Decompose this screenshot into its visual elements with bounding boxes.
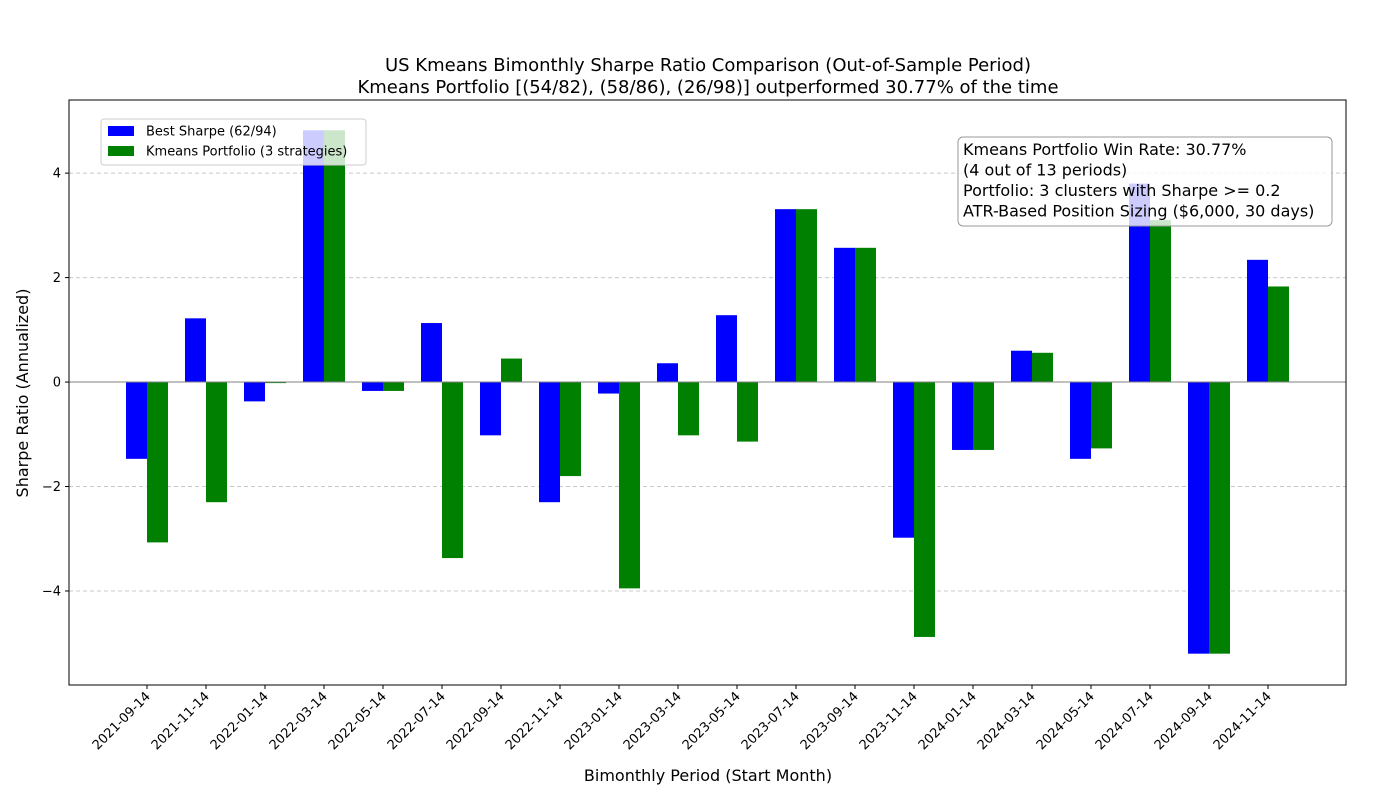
x-tick-label: 2023-01-14 bbox=[562, 689, 626, 753]
x-tick-label: 2024-05-14 bbox=[1034, 689, 1098, 753]
bar-series-1 bbox=[480, 382, 501, 436]
bar-series-2 bbox=[206, 382, 227, 503]
x-tick-label: 2022-07-14 bbox=[385, 689, 449, 753]
bar-series-1 bbox=[1129, 183, 1150, 383]
legend: Best Sharpe (62/94) Kmeans Portfolio (3 s… bbox=[100, 118, 367, 166]
x-tick-label: 2022-11-14 bbox=[503, 689, 567, 753]
bar-series-1 bbox=[1247, 259, 1268, 383]
bar-series-1 bbox=[362, 382, 383, 391]
bar-series-1 bbox=[126, 382, 147, 459]
legend-swatch bbox=[108, 126, 134, 136]
x-tick-label: 2022-09-14 bbox=[444, 689, 508, 753]
bar-series-2 bbox=[147, 382, 168, 543]
x-tick-label: 2022-03-14 bbox=[267, 689, 331, 753]
plot-frame bbox=[68, 99, 1347, 686]
bars bbox=[126, 130, 1289, 654]
bar-series-2 bbox=[265, 382, 286, 384]
bar-series-1 bbox=[893, 382, 914, 538]
bar-series-2 bbox=[678, 382, 699, 436]
annotation-line: (4 out of 13 periods) bbox=[963, 161, 1127, 180]
y-tick-label: 2 bbox=[53, 271, 61, 286]
x-tick-label: 2022-01-14 bbox=[208, 689, 272, 753]
x-tick-label: 2023-03-14 bbox=[621, 689, 685, 753]
x-tick-label: 2023-07-14 bbox=[739, 689, 803, 753]
legend-label: Kmeans Portfolio (3 strategies) bbox=[146, 145, 347, 160]
bar-series-2 bbox=[619, 382, 640, 589]
x-tick-label: 2024-07-14 bbox=[1093, 689, 1157, 753]
bar-series-2 bbox=[442, 382, 463, 559]
x-tick-label: 2024-03-14 bbox=[975, 689, 1039, 753]
bar-series-2 bbox=[501, 358, 522, 383]
x-tick-label: 2021-09-14 bbox=[90, 689, 154, 753]
bar-series-2 bbox=[973, 382, 994, 450]
x-tick-label: 2023-05-14 bbox=[680, 689, 744, 753]
legend-swatch bbox=[108, 146, 134, 156]
bar-series-1 bbox=[716, 315, 737, 383]
bar-series-2 bbox=[796, 209, 817, 383]
bar-series-1 bbox=[1070, 382, 1091, 459]
annotation-frame bbox=[957, 136, 1333, 227]
y-tick-label: 0 bbox=[53, 376, 61, 391]
y-axis-label: Sharpe Ratio (Annualized) bbox=[13, 289, 32, 498]
bar-series-1 bbox=[539, 382, 560, 503]
bar-series-1 bbox=[598, 382, 619, 394]
bar-series-2 bbox=[560, 382, 581, 477]
legend-box bbox=[100, 118, 367, 166]
chart-title: US Kmeans Bimonthly Sharpe Ratio Compari… bbox=[385, 55, 1031, 76]
bar-series-1 bbox=[834, 247, 855, 383]
bar-series-1 bbox=[1188, 382, 1209, 654]
bar-series-1 bbox=[303, 130, 324, 383]
bar-series-1 bbox=[244, 382, 265, 402]
annotation-line: Portfolio: 3 clusters with Sharpe >= 0.2 bbox=[963, 181, 1281, 200]
bar-series-2 bbox=[855, 247, 876, 383]
bar-series-2 bbox=[383, 382, 404, 391]
y-tick-label: 4 bbox=[53, 167, 61, 182]
bar-series-2 bbox=[1268, 286, 1289, 383]
bar-series-1 bbox=[657, 363, 678, 383]
legend-label: Best Sharpe (62/94) bbox=[146, 125, 277, 140]
annotation-line: ATR-Based Position Sizing ($6,000, 30 da… bbox=[963, 202, 1314, 221]
y-tick-label: −2 bbox=[42, 480, 61, 495]
x-tick-label: 2022-05-14 bbox=[326, 689, 390, 753]
x-tick-label: 2023-09-14 bbox=[798, 689, 862, 753]
bar-series-2 bbox=[914, 382, 935, 637]
bar-series-2 bbox=[1209, 382, 1230, 654]
x-tick-label: 2024-11-14 bbox=[1211, 689, 1275, 753]
bar-series-1 bbox=[421, 323, 442, 383]
x-axis-label: Bimonthly Period (Start Month) bbox=[584, 766, 832, 785]
x-tick-label: 2024-01-14 bbox=[916, 689, 980, 753]
annotation-line: Kmeans Portfolio Win Rate: 30.77% bbox=[963, 140, 1247, 159]
chart-subtitle: Kmeans Portfolio [(54/82), (58/86), (26/… bbox=[357, 77, 1058, 98]
x-tick-label: 2021-11-14 bbox=[149, 689, 213, 753]
bar-series-1 bbox=[775, 209, 796, 383]
x-tick-label: 2024-09-14 bbox=[1152, 689, 1216, 753]
y-tick-label: −4 bbox=[42, 584, 61, 599]
bar-series-2 bbox=[1091, 382, 1112, 449]
bar-series-1 bbox=[1011, 350, 1032, 383]
x-tick-label: 2023-11-14 bbox=[857, 689, 921, 753]
bar-series-1 bbox=[952, 382, 973, 450]
bar-series-2 bbox=[1150, 220, 1171, 383]
bar-series-2 bbox=[324, 130, 345, 383]
bar-series-2 bbox=[1032, 352, 1053, 383]
bar-series-1 bbox=[185, 318, 206, 383]
annotation-box: Kmeans Portfolio Win Rate: 30.77% (4 out … bbox=[957, 136, 1333, 227]
bar-series-2 bbox=[737, 382, 758, 442]
